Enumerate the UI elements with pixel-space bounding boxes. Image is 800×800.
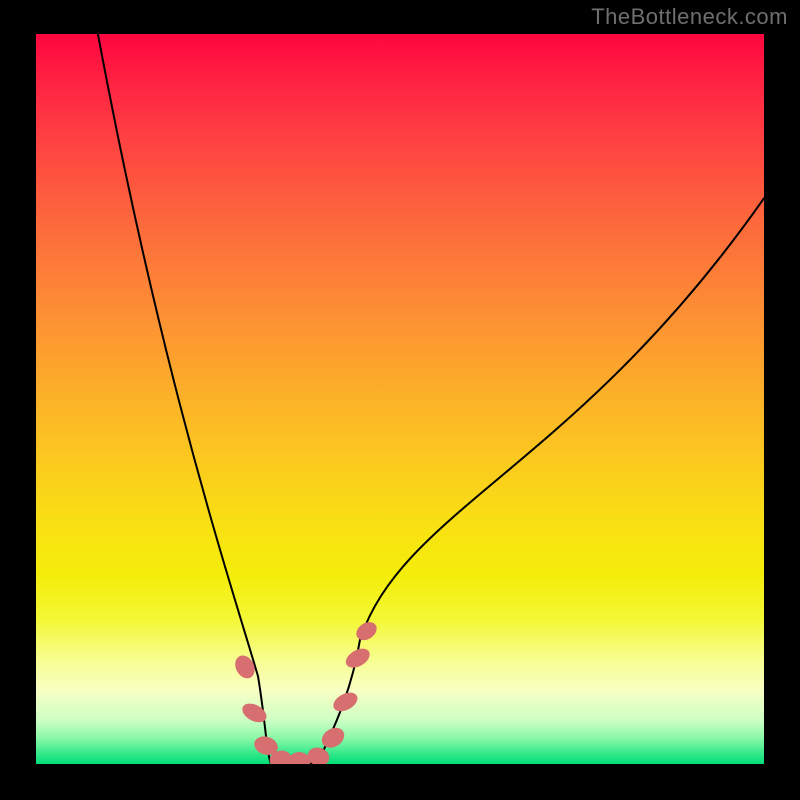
bottleneck-chart-svg — [0, 0, 800, 800]
gradient-background — [36, 34, 764, 764]
watermark-text: TheBottleneck.com — [591, 4, 788, 30]
chart-root: TheBottleneck.com — [0, 0, 800, 800]
